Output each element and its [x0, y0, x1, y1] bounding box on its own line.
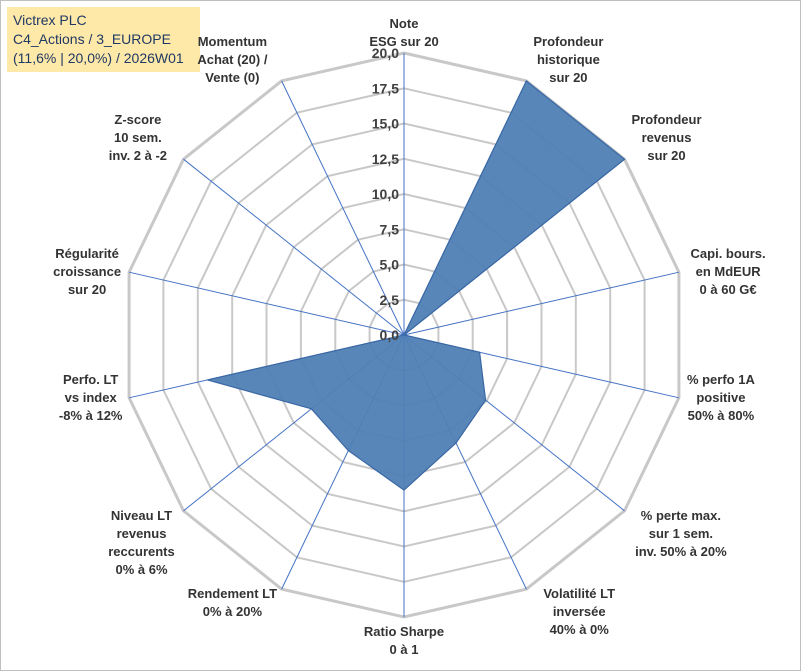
tick-label: 2,5	[380, 292, 400, 308]
axis-spoke	[128, 271, 405, 336]
category-label: % perfo 1A positive 50% à 80%	[687, 372, 756, 423]
company-name: Victrex PLC	[13, 12, 87, 28]
category-label: Volatilité LT inversée 40% à 0%	[543, 586, 615, 637]
category-label: Profondeur revenus sur 20	[631, 112, 701, 163]
tick-label: 0,0	[380, 327, 400, 343]
tick-label: 20,0	[372, 45, 399, 61]
chart-title-box: Victrex PLC C4_Actions / 3_EUROPE (11,6%…	[7, 7, 200, 72]
category-label: Ratio Sharpe 0 à 1	[364, 624, 444, 657]
tick-label: 10,0	[372, 186, 399, 202]
category-label: Note ESG sur 20	[369, 16, 438, 49]
category-label: Capi. bours. en MdEUR 0 à 60 G€	[691, 246, 766, 297]
period-label: (11,6% | 20,0%) / 2026W01	[13, 50, 184, 66]
tick-label: 7,5	[380, 221, 400, 237]
category-label: Perfo. LT vs index -8% à 12%	[59, 372, 123, 423]
tick-label: 12,5	[372, 151, 399, 167]
category-label: Momentum Achat (20) / Vente (0)	[197, 34, 267, 85]
axis-spoke	[403, 271, 680, 336]
category-label: C4_Actions / 3_EUROPE	[13, 31, 171, 47]
category-label: Profondeur historique sur 20	[533, 34, 603, 85]
series-polygon	[207, 79, 626, 491]
category-label: Rendement LT 0% à 20%	[188, 586, 277, 619]
category-label: Niveau LT revenus reccurents 0% à 6%	[108, 508, 174, 577]
tick-label: 17,5	[372, 80, 399, 96]
category-label: Z-score 10 sem. inv. 2 à -2	[109, 112, 167, 163]
tick-labels: 0,0 2,5 5,0 7,5 10,0 12,5 15,0 17,5 20,0	[372, 45, 399, 343]
series-area	[207, 79, 626, 491]
category-label: % perte max. sur 1 sem. inv. 50% à 20%	[635, 508, 727, 559]
category-label: Régularité croissance sur 20	[53, 246, 121, 297]
axis-spoke	[281, 80, 405, 336]
tick-label: 5,0	[380, 257, 400, 273]
axis-spoke	[183, 158, 405, 336]
category-labels: Note ESG sur 20 Profondeur historique sur 20…	[53, 16, 766, 657]
tick-label: 15,0	[372, 116, 399, 132]
